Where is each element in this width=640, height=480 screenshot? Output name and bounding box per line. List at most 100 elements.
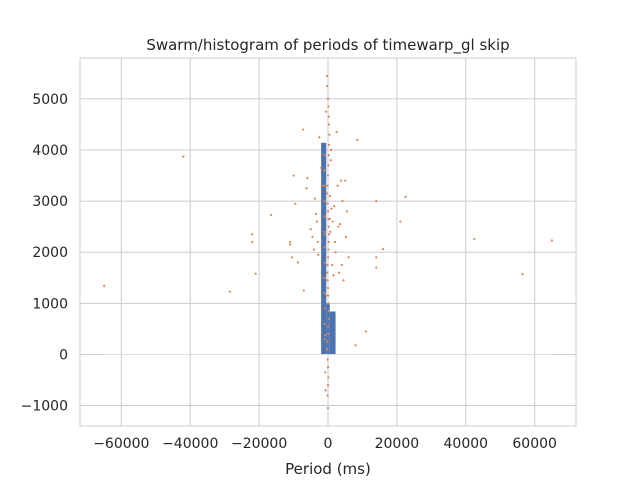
x-tick-label: 40000	[444, 436, 489, 452]
swarm-point	[323, 276, 326, 279]
swarm-point	[327, 317, 330, 320]
swarm-point	[375, 200, 378, 203]
swarm-point	[327, 164, 330, 167]
chart-title: Swarm/histogram of periods of timewarp_g…	[146, 36, 509, 55]
x-tick-label: 0	[324, 436, 333, 452]
swarm-point	[375, 256, 378, 259]
swarm-point	[337, 271, 341, 274]
swarm-point	[330, 148, 333, 152]
swarm-point	[325, 74, 329, 77]
swarm-point	[327, 309, 331, 313]
tick-labels: −60000 −40000 −20000 0 20000 40000 60000 −1000 0…	[21, 92, 557, 452]
swarm-point	[364, 330, 367, 333]
swarm-point	[327, 225, 330, 228]
histogram-bars	[321, 142, 336, 355]
histogram-bar	[329, 311, 336, 355]
swarm-point	[306, 177, 309, 180]
swarm-point	[228, 290, 231, 293]
histogram-bar	[321, 142, 327, 355]
swarm-point	[327, 302, 330, 305]
swarm-point	[327, 248, 330, 251]
x-tick-label: −60000	[93, 436, 149, 452]
swarm-point	[341, 200, 344, 203]
swarm-point	[328, 194, 332, 198]
swarm-point	[326, 202, 329, 205]
swarm-point	[302, 128, 305, 131]
swarm-point	[325, 294, 328, 297]
swarm-point	[323, 322, 326, 325]
swarm-point	[327, 240, 330, 244]
swarm-point	[354, 344, 357, 347]
x-tick-label: 60000	[512, 436, 557, 452]
swarm-point	[313, 197, 317, 200]
swarm-point	[320, 166, 323, 169]
swarm-point	[327, 325, 330, 328]
x-tick-label: −20000	[231, 436, 287, 452]
swarm-point	[336, 184, 339, 187]
swarm-point	[328, 217, 331, 221]
swarm-point	[292, 174, 295, 177]
swarm-point	[404, 195, 407, 199]
swarm-point	[309, 228, 312, 231]
swarm-point	[103, 284, 106, 288]
swarm-point	[344, 235, 348, 238]
swarm-point	[329, 230, 332, 233]
swarm-point	[382, 248, 385, 251]
swarm-point	[302, 289, 305, 292]
swarm-point	[327, 376, 330, 379]
swarm-point	[251, 233, 254, 236]
swarm-point	[344, 179, 347, 182]
plot-frame	[79, 57, 577, 427]
swarm-point	[342, 279, 345, 282]
swarm-point	[315, 220, 319, 223]
swarm-point	[333, 205, 336, 208]
y-tick-label: 3000	[32, 194, 68, 210]
swarm-point	[335, 131, 338, 134]
swarm-point	[324, 389, 327, 392]
swarm-point	[323, 292, 326, 295]
swarm-point	[326, 184, 329, 187]
swarm-point	[550, 239, 553, 242]
swarm-point	[323, 230, 326, 233]
y-tick-label: 5000	[32, 92, 68, 108]
swarm-point	[326, 340, 329, 343]
x-tick-label: −40000	[162, 436, 218, 452]
swarm-point	[296, 261, 300, 264]
swarm-point	[313, 248, 316, 251]
swarm-point	[316, 240, 319, 244]
swarm-point	[326, 332, 330, 336]
swarm-point	[323, 215, 326, 218]
swarm-point	[331, 263, 334, 267]
swarm-point	[327, 115, 330, 118]
swarm-point	[311, 235, 314, 238]
swarm-point	[331, 220, 334, 223]
swarm-point	[334, 251, 337, 254]
swarm-point	[337, 225, 340, 228]
swarm-point	[327, 123, 331, 126]
swarm-point	[326, 192, 329, 195]
swarm-point	[326, 271, 329, 274]
swarm-point	[338, 223, 342, 226]
swarm-point	[333, 240, 336, 244]
swarm-point	[340, 263, 343, 267]
y-tick-label: 0	[59, 347, 68, 363]
swarm-point	[326, 286, 330, 290]
swarm-point	[323, 261, 326, 264]
swarm-point	[326, 394, 329, 397]
swarm-point	[399, 220, 402, 223]
y-tick-label: −1000	[21, 399, 68, 415]
swarm-point	[473, 237, 476, 241]
swarm-point	[289, 240, 292, 244]
swarm-point	[326, 210, 330, 213]
y-tick-label: 1000	[32, 296, 68, 312]
swarm-point	[323, 233, 326, 236]
swarm-point	[327, 143, 331, 146]
swarm-point	[323, 184, 326, 187]
swarm-point	[356, 138, 359, 141]
swarm-point	[326, 85, 329, 88]
swarm-point	[345, 210, 349, 213]
swarm-point	[270, 213, 273, 217]
swarm-point	[327, 294, 330, 297]
swarm-point	[327, 154, 330, 157]
